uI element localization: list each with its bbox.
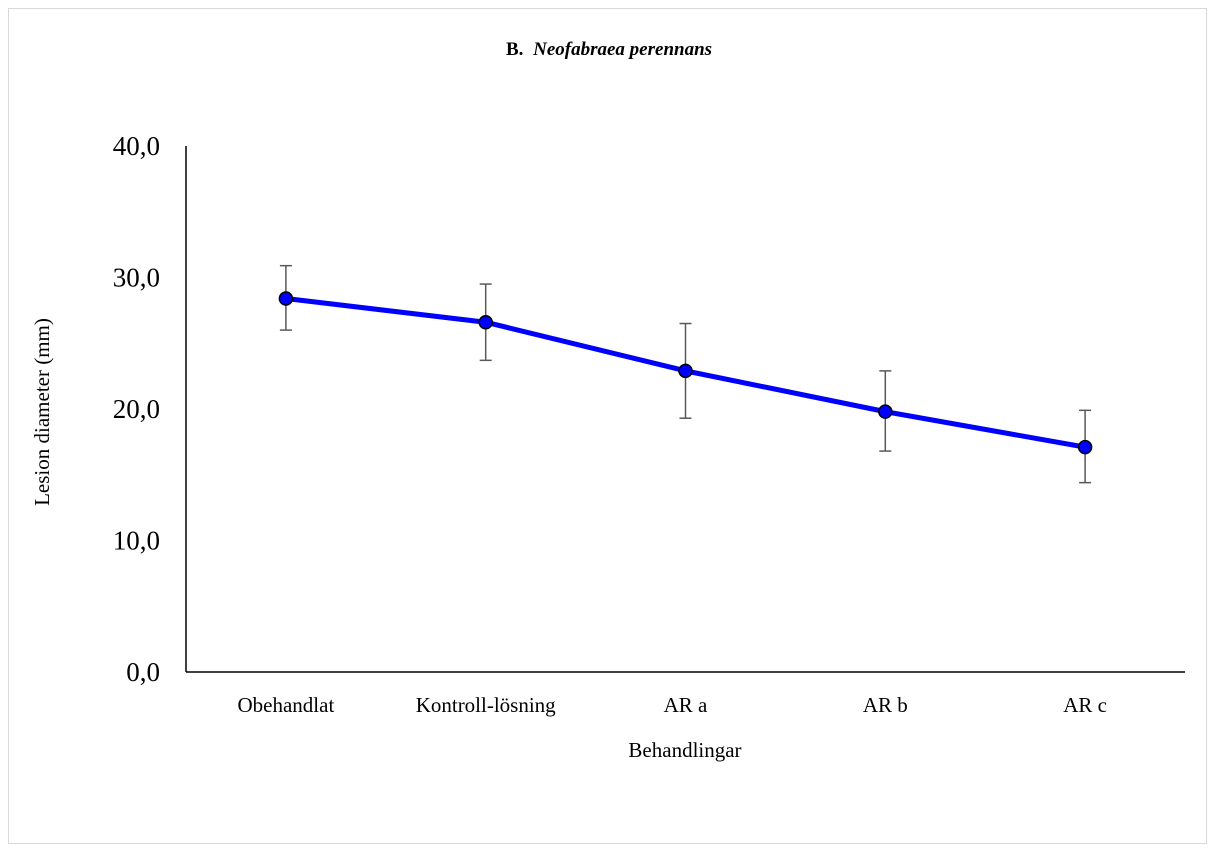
x-axis-title: Behandlingar xyxy=(628,738,741,762)
y-tick-label: 40,0 xyxy=(113,131,160,161)
y-tick-label: 10,0 xyxy=(113,526,160,556)
x-category-label: AR b xyxy=(863,693,908,717)
y-tick-labels: 0,0 10,0 20,0 30,0 40,0 xyxy=(113,131,160,687)
chart-title: B. Neofabraea perennans xyxy=(506,39,712,60)
data-point xyxy=(478,314,493,330)
line-chart: B. Neofabraea perennans 0,0 10,0 20,0 30,0 4… xyxy=(30,39,1185,762)
x-category-labels: Obehandlat Kontroll-lösning AR a AR b AR c xyxy=(238,693,1107,717)
data-points xyxy=(278,291,1093,455)
y-tick-label: 0,0 xyxy=(126,657,160,687)
data-point xyxy=(678,363,693,379)
chart-frame: B. Neofabraea perennans 0,0 10,0 20,0 30,0 4… xyxy=(8,8,1207,844)
x-category-label: Kontroll-lösning xyxy=(416,693,556,717)
x-category-label: Obehandlat xyxy=(238,693,335,717)
x-category-label: AR a xyxy=(664,693,708,717)
data-point xyxy=(1077,439,1093,455)
data-point xyxy=(878,404,893,419)
y-axis-title: Lesion diameter (mm) xyxy=(30,318,54,506)
axes xyxy=(185,146,1185,673)
y-tick-label: 20,0 xyxy=(113,394,160,424)
data-point xyxy=(278,291,294,306)
y-tick-label: 30,0 xyxy=(113,263,160,293)
x-category-label: AR c xyxy=(1063,693,1107,717)
chart-title-prefix: B. xyxy=(506,39,523,60)
chart-title-species: Neofabraea perennans xyxy=(532,39,712,60)
